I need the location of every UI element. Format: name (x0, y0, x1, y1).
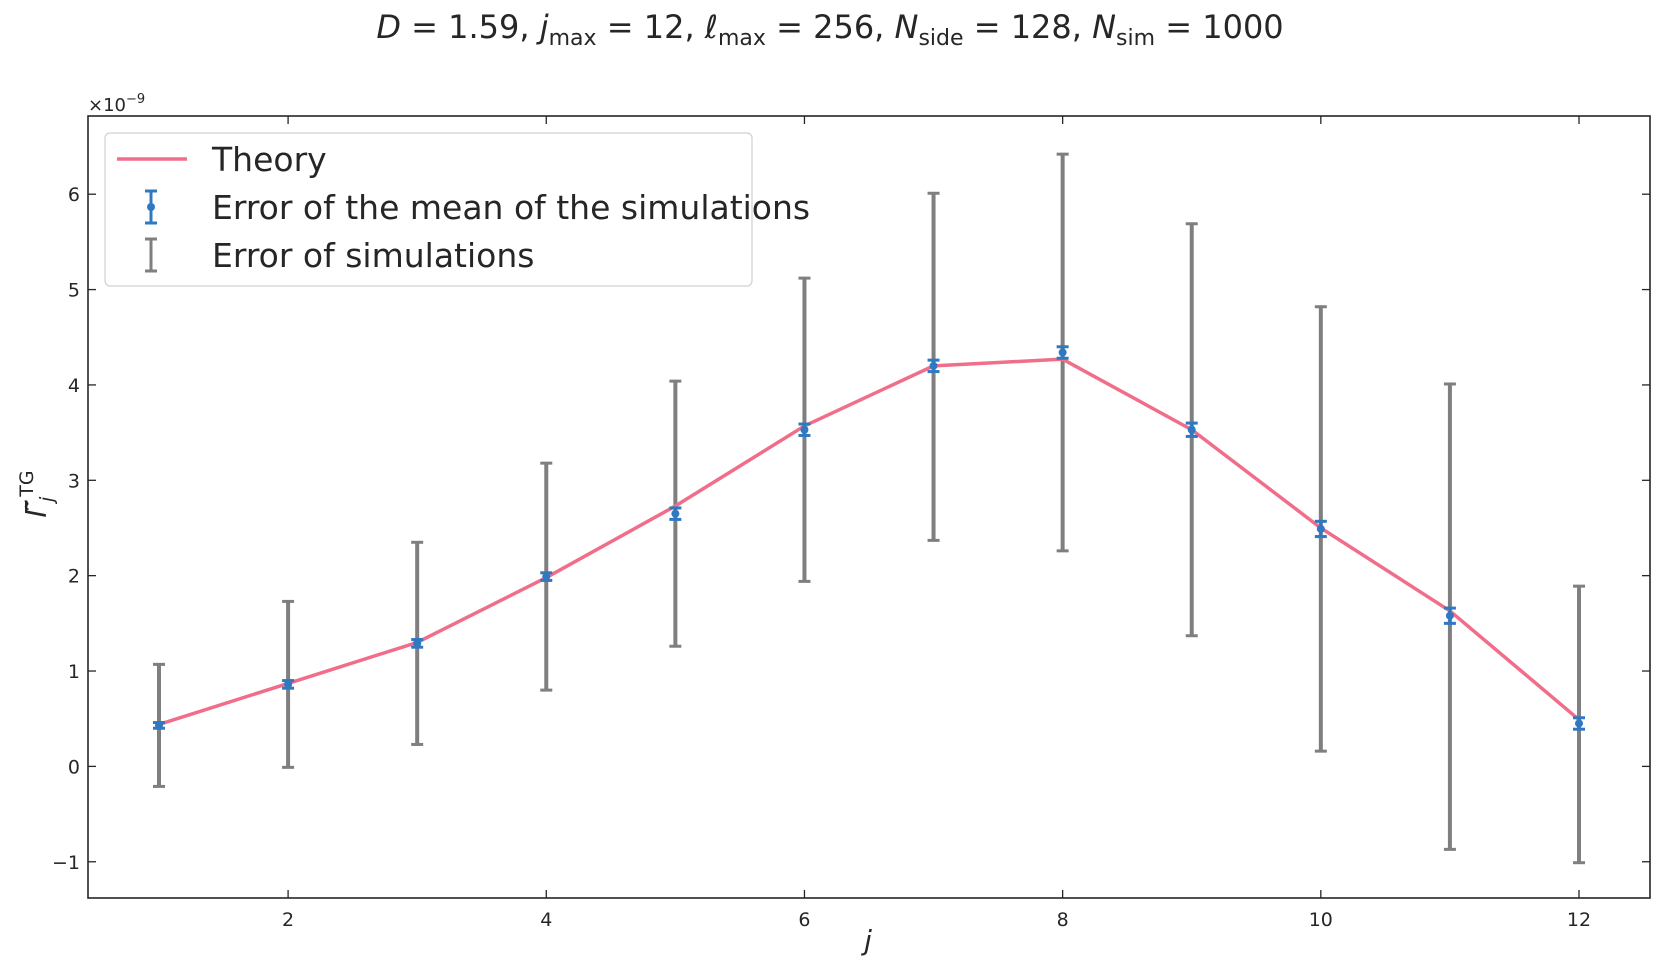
x-tick-label-4: 4 (540, 909, 552, 931)
title-nsim-value: = 1000 (1155, 8, 1284, 46)
mean-point-2 (284, 680, 293, 689)
y-tick-label-3: 2 (68, 566, 80, 588)
mean-errorbar-4 (540, 571, 553, 582)
title-j-subscript: max (549, 26, 597, 51)
mean-errorbar-11 (1443, 606, 1456, 625)
mean-point-1 (155, 721, 163, 730)
mean-point-5 (671, 509, 680, 518)
y-tick-label-2: 1 (68, 661, 80, 683)
y-axis-label-superscript: TG (16, 470, 38, 497)
mean-point-6 (800, 425, 809, 434)
legend-sim-error-label: Error of simulations (212, 236, 534, 275)
y-offset-base: ×10 (88, 95, 126, 116)
title-l-value: = 256, (766, 8, 895, 46)
title-j-symbol: j (536, 8, 549, 46)
mean-point-12 (1575, 719, 1583, 728)
plot-area (153, 152, 1585, 865)
x-tick-label-2: 2 (282, 909, 294, 931)
mean-point-9 (1187, 425, 1196, 434)
mean-errorbar-1 (153, 721, 165, 730)
y-tick-label-0: −1 (52, 852, 80, 874)
mean-errorbar-5 (669, 506, 682, 521)
title-nsim-symbol: N (1092, 8, 1116, 46)
mean-point-4 (542, 572, 551, 581)
legend-sim-error-swatch (145, 237, 157, 273)
y-axis-label-main: Γ̃ (20, 500, 53, 518)
title-nside-subscript: side (918, 26, 963, 51)
mean-point-10 (1316, 524, 1325, 533)
y-offset-exponent: −9 (126, 92, 145, 107)
x-tick-label-6: 6 (798, 909, 810, 931)
title-l-symbol: ℓ (704, 8, 718, 46)
title-j-value: = 12, (597, 8, 705, 46)
mean-point-3 (413, 639, 422, 648)
svg-text:Γ̃jTG: Γ̃jTG (16, 470, 58, 517)
legend: Theory Error of the mean of the simulati… (104, 132, 810, 287)
x-tick-label-8: 8 (1057, 909, 1069, 931)
y-tick-label-4: 3 (68, 470, 80, 492)
title-d-symbol: D (376, 8, 401, 46)
title-nside-value: = 128, (964, 8, 1093, 46)
mean-errorbar-9 (1185, 421, 1198, 438)
y-axis-label-subscript: j (36, 496, 58, 505)
y-tick-label-1: 0 (68, 756, 80, 778)
mean-errorbar-2 (282, 679, 295, 690)
mean-errorbar-3 (411, 638, 424, 649)
legend-mean-error-swatch (145, 189, 157, 225)
mean-errorbar-8 (1056, 345, 1069, 360)
title-d-value: = 1.59, (401, 8, 540, 46)
title-l-subscript: max (718, 26, 766, 51)
x-tick-label-12: 12 (1567, 909, 1591, 931)
mean-point-8 (1058, 348, 1067, 357)
y-tick-label-5: 4 (68, 375, 80, 397)
legend-theory-label: Theory (211, 140, 327, 179)
legend-mean-error-label: Error of the mean of the simulations (212, 188, 810, 227)
chart-title: D = 1.59, jmax = 12, ℓmax = 256, Nside =… (376, 8, 1283, 51)
axes-frame (87, 115, 1651, 899)
title-nsim-subscript: sim (1116, 26, 1155, 51)
x-tick-label-10: 10 (1309, 909, 1333, 931)
mean-point-11 (1445, 611, 1454, 620)
x-axis-label: j (860, 924, 872, 957)
theory-line (158, 357, 1581, 727)
legend-box (104, 132, 753, 287)
mean-errorbar-12 (1573, 716, 1585, 731)
mean-errorbar-7 (927, 358, 940, 374)
y-tick-label-6: 5 (68, 280, 80, 302)
title-nside-symbol: N (895, 8, 919, 46)
y-axis-label: Γ̃jTG (16, 470, 58, 517)
mean-point-7 (929, 361, 938, 370)
y-offset-label: ×10−9 (88, 92, 145, 116)
y-tick-label-7: 6 (68, 184, 80, 206)
mean-errorbar-6 (798, 422, 811, 437)
mean-errorbar-10 (1314, 519, 1327, 539)
